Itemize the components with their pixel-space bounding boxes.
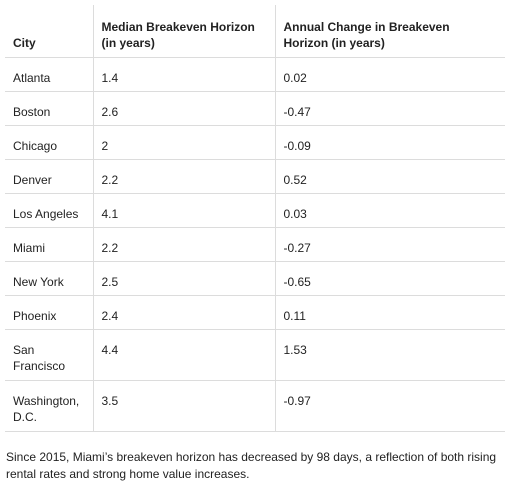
cell-change: -0.97 bbox=[274, 380, 505, 432]
cell-city: Chicago bbox=[5, 125, 93, 160]
cell-median: 4.4 bbox=[92, 329, 275, 381]
cell-median: 2.5 bbox=[92, 261, 275, 296]
cell-change: 0.52 bbox=[274, 159, 505, 194]
cell-city: Los Angeles bbox=[5, 193, 93, 228]
cell-city: San Francisco bbox=[5, 329, 93, 381]
cell-change: 0.03 bbox=[274, 193, 505, 228]
table-row: New York 2.5 -0.65 bbox=[5, 261, 505, 296]
cell-change: 0.11 bbox=[274, 295, 505, 330]
table-row: Denver 2.2 0.52 bbox=[5, 159, 505, 194]
cell-city: New York bbox=[5, 261, 93, 296]
footnote-text: Since 2015, Miami’s breakeven horizon ha… bbox=[6, 450, 497, 481]
table-header-row: City Median Breakeven Horizon (in years)… bbox=[5, 5, 505, 58]
cell-median: 2 bbox=[92, 125, 275, 160]
header-annual-change: Annual Change in Breakeven Horizon (in y… bbox=[274, 5, 505, 58]
table-row: Chicago 2 -0.09 bbox=[5, 125, 505, 160]
header-median-breakeven: Median Breakeven Horizon (in years) bbox=[92, 5, 275, 58]
cell-median: 4.1 bbox=[92, 193, 275, 228]
cell-median: 3.5 bbox=[92, 380, 275, 432]
cell-median: 2.2 bbox=[92, 159, 275, 194]
table-row: Atlanta 1.4 0.02 bbox=[5, 57, 505, 92]
table-row: Los Angeles 4.1 0.03 bbox=[5, 193, 505, 228]
cell-change: -0.47 bbox=[274, 91, 505, 126]
cell-median: 2.4 bbox=[92, 295, 275, 330]
table-row: Boston 2.6 -0.47 bbox=[5, 91, 505, 126]
cell-median: 2.2 bbox=[92, 227, 275, 262]
cell-change: 0.02 bbox=[274, 57, 505, 92]
cell-change: -0.09 bbox=[274, 125, 505, 160]
cell-change: -0.65 bbox=[274, 261, 505, 296]
table-row: Miami 2.2 -0.27 bbox=[5, 227, 505, 262]
cell-city: Phoenix bbox=[5, 295, 93, 330]
header-city: City bbox=[5, 5, 93, 58]
breakeven-table: City Median Breakeven Horizon (in years)… bbox=[5, 5, 505, 432]
cell-city: Boston bbox=[5, 91, 93, 126]
cell-city: Washington, D.C. bbox=[5, 380, 93, 432]
table-row: Phoenix 2.4 0.11 bbox=[5, 295, 505, 330]
cell-change: -0.27 bbox=[274, 227, 505, 262]
table-row: Washington, D.C. 3.5 -0.97 bbox=[5, 380, 505, 432]
cell-change: 1.53 bbox=[274, 329, 505, 381]
cell-median: 1.4 bbox=[92, 57, 275, 92]
cell-city: Miami bbox=[5, 227, 93, 262]
cell-city: Atlanta bbox=[5, 57, 93, 92]
cell-city: Denver bbox=[5, 159, 93, 194]
cell-median: 2.6 bbox=[92, 91, 275, 126]
table-row: San Francisco 4.4 1.53 bbox=[5, 329, 505, 381]
